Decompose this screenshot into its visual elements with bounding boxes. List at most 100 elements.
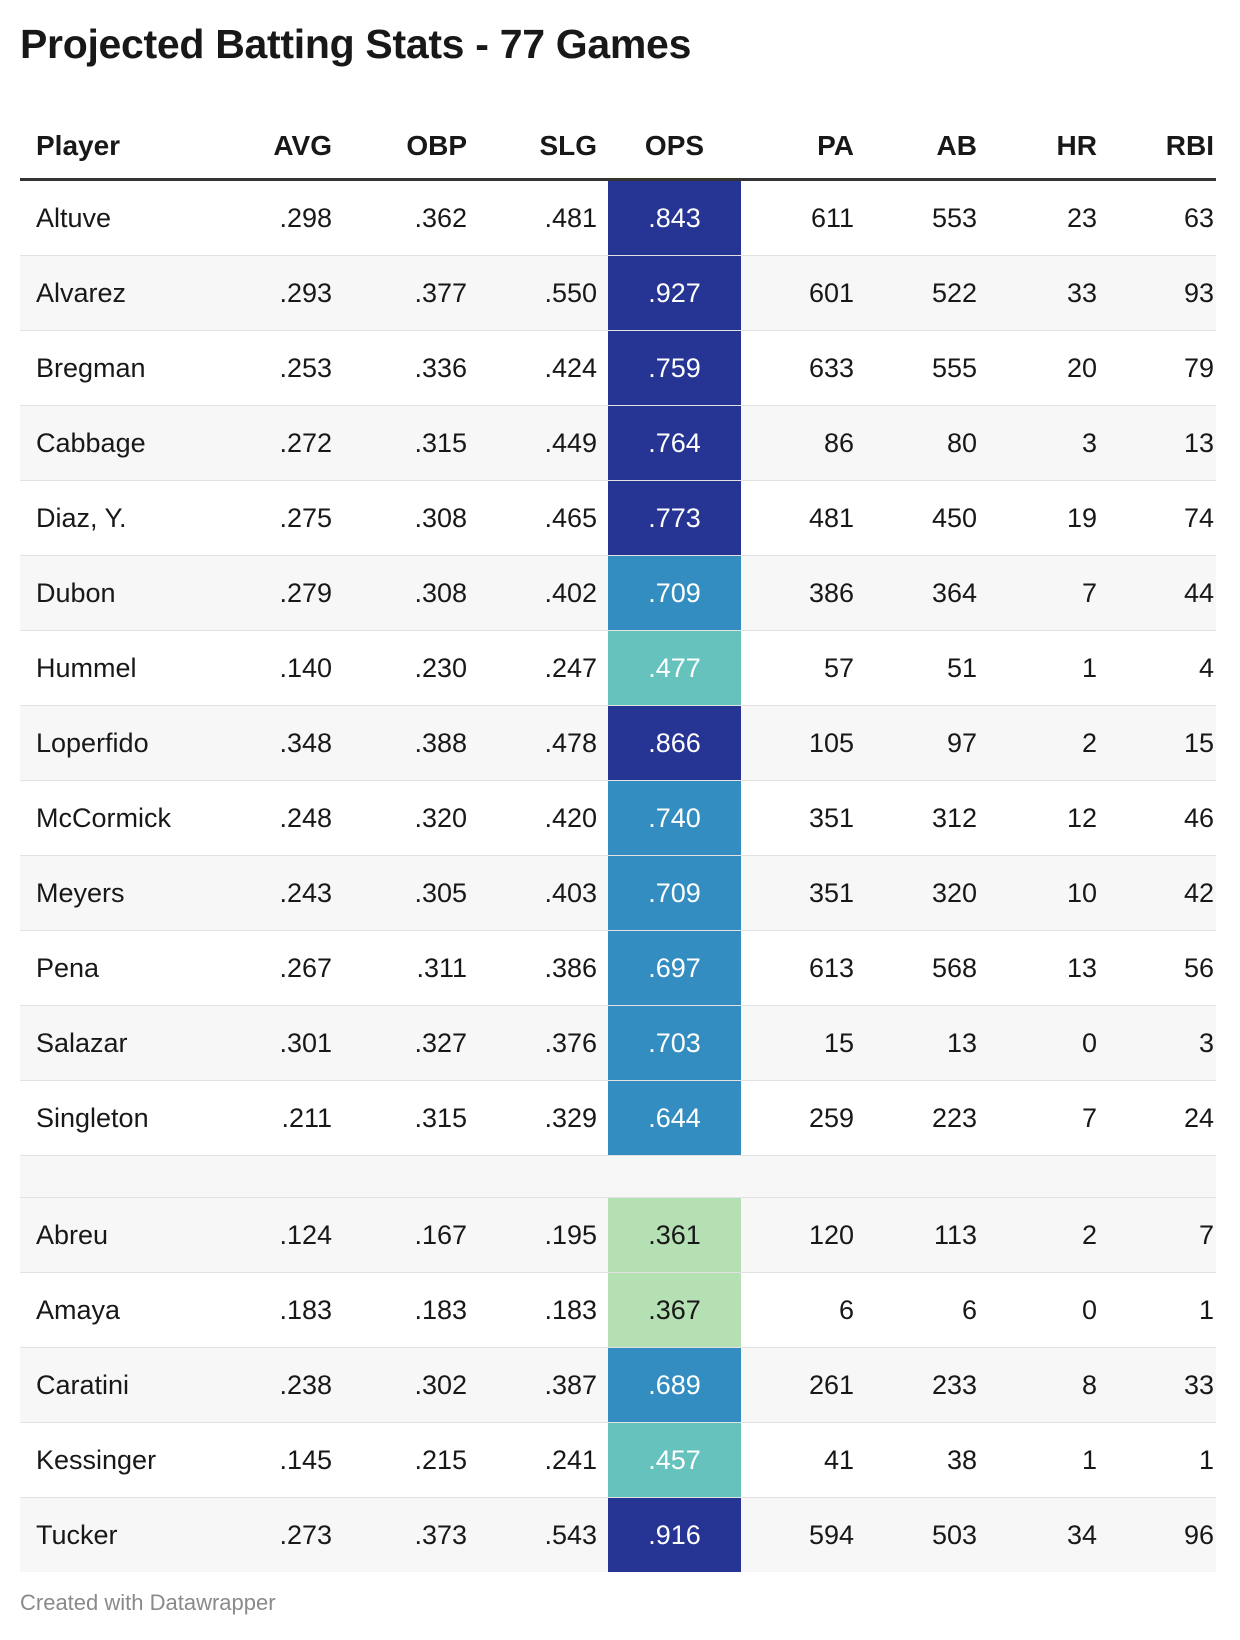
stat-cell-avg: .273 <box>279 1519 332 1550</box>
stat-cell-ops: .927 <box>648 277 701 308</box>
stat-cell-rbi: 63 <box>1183 202 1214 233</box>
column-header-player: Player <box>36 130 121 161</box>
stat-cell-pa: 594 <box>808 1519 854 1550</box>
stat-cell-ab: 450 <box>931 502 977 533</box>
stat-cell-rbi: 56 <box>1183 952 1214 983</box>
stat-cell-slg: .329 <box>544 1102 597 1133</box>
stat-cell-obp: .183 <box>414 1294 467 1325</box>
ops-heat-cell <box>608 1348 741 1422</box>
stat-cell-slg: .481 <box>544 202 597 233</box>
ops-heat-cell <box>608 481 741 555</box>
ops-heat-cell <box>608 706 741 780</box>
stat-cell-avg: .293 <box>279 277 332 308</box>
ops-heat-cell <box>608 1006 741 1080</box>
table-row: Hummel .140 .230 .247 .477 57 51 1 4 <box>20 631 1216 706</box>
player-name-cell: Abreu <box>36 1219 109 1250</box>
table-header-row: Player AVG OBP SLG OPS PA AB HR RBI <box>20 114 1216 181</box>
stat-cell-rbi: 33 <box>1183 1369 1214 1400</box>
stat-cell-obp: .377 <box>414 277 467 308</box>
ops-heat-cell <box>608 406 741 480</box>
stat-cell-pa: 611 <box>810 202 854 233</box>
stat-cell-ab: 568 <box>931 952 977 983</box>
table-row: Bregman .253 .336 .424 .759 633 555 20 79 <box>20 331 1216 406</box>
stat-cell-rbi: 1 <box>1198 1444 1214 1475</box>
player-name-cell: Dubon <box>36 577 116 608</box>
stat-cell-obp: .230 <box>414 652 467 683</box>
stat-cell-ops: .916 <box>648 1519 701 1550</box>
table-row: Diaz, Y. .275 .308 .465 .773 481 450 19 74 <box>20 481 1216 556</box>
stat-cell-avg: .211 <box>281 1102 332 1133</box>
player-name-cell: Tucker <box>36 1519 118 1550</box>
stat-cell-avg: .267 <box>279 952 332 983</box>
stat-cell-hr: 3 <box>1081 427 1097 458</box>
player-name-cell: Loperfido <box>36 727 149 758</box>
stat-cell-ops: .644 <box>648 1102 701 1133</box>
stat-cell-ab: 113 <box>933 1219 977 1250</box>
ops-heat-cell <box>608 631 741 705</box>
stat-cell-rbi: 74 <box>1183 502 1214 533</box>
stat-cell-pa: 6 <box>838 1294 854 1325</box>
stat-cell-hr: 13 <box>1066 952 1097 983</box>
stat-cell-rbi: 4 <box>1198 652 1214 683</box>
stat-cell-pa: 105 <box>808 727 854 758</box>
stat-cell-avg: .243 <box>279 877 332 908</box>
stat-cell-hr: 2 <box>1081 1219 1097 1250</box>
ops-heat-cell <box>608 856 741 930</box>
stat-cell-obp: .362 <box>414 202 467 233</box>
stat-cell-obp: .308 <box>414 502 467 533</box>
table-row: Alvarez .293 .377 .550 .927 601 522 33 93 <box>20 256 1216 331</box>
player-name-cell: Altuve <box>36 202 112 233</box>
footer-credit: Created with Datawrapper <box>20 1590 276 1615</box>
stat-cell-pa: 351 <box>808 802 854 833</box>
stat-cell-slg: .403 <box>544 877 597 908</box>
stat-cell-hr: 0 <box>1081 1294 1097 1325</box>
stat-cell-hr: 2 <box>1081 727 1097 758</box>
stat-cell-slg: .183 <box>544 1294 597 1325</box>
stat-cell-avg: .248 <box>279 802 332 833</box>
stat-cell-ab: 503 <box>931 1519 977 1550</box>
stat-cell-hr: 20 <box>1066 352 1097 383</box>
stat-cell-rbi: 7 <box>1198 1219 1214 1250</box>
stat-cell-pa: 633 <box>808 352 854 383</box>
column-header-hr: HR <box>1056 130 1097 161</box>
table-row: Tucker .273 .373 .543 .916 594 503 34 96 <box>20 1498 1216 1572</box>
player-name-cell: Caratini <box>36 1369 130 1400</box>
stat-cell-slg: .241 <box>544 1444 597 1475</box>
ops-heat-cell <box>608 781 741 855</box>
player-name-cell: Alvarez <box>36 277 127 308</box>
stat-cell-ops: .764 <box>648 427 701 458</box>
stat-cell-slg: .402 <box>544 577 597 608</box>
stat-cell-avg: .183 <box>279 1294 332 1325</box>
stat-cell-ab: 555 <box>931 352 977 383</box>
stat-cell-ops: .843 <box>648 202 701 233</box>
stat-cell-slg: .387 <box>544 1369 597 1400</box>
stat-cell-slg: .386 <box>544 952 597 983</box>
stat-cell-slg: .424 <box>544 352 597 383</box>
stat-cell-hr: 1 <box>1081 652 1097 683</box>
stat-cell-ab: 80 <box>946 427 977 458</box>
stat-cell-pa: 351 <box>808 877 854 908</box>
table-row: Singleton .211 .315 .329 .644 259 223 7 24 <box>20 1081 1216 1156</box>
stat-cell-avg: .348 <box>279 727 332 758</box>
stat-cell-hr: 19 <box>1066 502 1097 533</box>
stat-cell-ab: 553 <box>931 202 977 233</box>
stat-cell-pa: 601 <box>808 277 854 308</box>
stat-cell-obp: .308 <box>414 577 467 608</box>
stat-cell-avg: .298 <box>279 202 332 233</box>
stat-cell-obp: .315 <box>414 427 467 458</box>
stat-cell-obp: .320 <box>414 802 467 833</box>
stat-cell-ops: .361 <box>648 1219 701 1250</box>
table-row: McCormick .248 .320 .420 .740 351 312 12 46 <box>20 781 1216 856</box>
column-header-obp: OBP <box>406 130 467 161</box>
stat-cell-rbi: 1 <box>1198 1294 1214 1325</box>
stat-cell-obp: .167 <box>414 1219 467 1250</box>
stat-cell-pa: 613 <box>808 952 854 983</box>
stat-cell-avg: .275 <box>279 502 332 533</box>
stat-cell-ab: 320 <box>931 877 977 908</box>
ops-heat-cell <box>608 1498 741 1572</box>
stat-cell-ab: 364 <box>931 577 977 608</box>
player-name-cell: Diaz, Y. <box>36 502 127 533</box>
stat-cell-hr: 8 <box>1081 1369 1097 1400</box>
table-row: Caratini .238 .302 .387 .689 261 233 8 33 <box>20 1348 1216 1423</box>
stat-cell-ab: 38 <box>946 1444 977 1475</box>
